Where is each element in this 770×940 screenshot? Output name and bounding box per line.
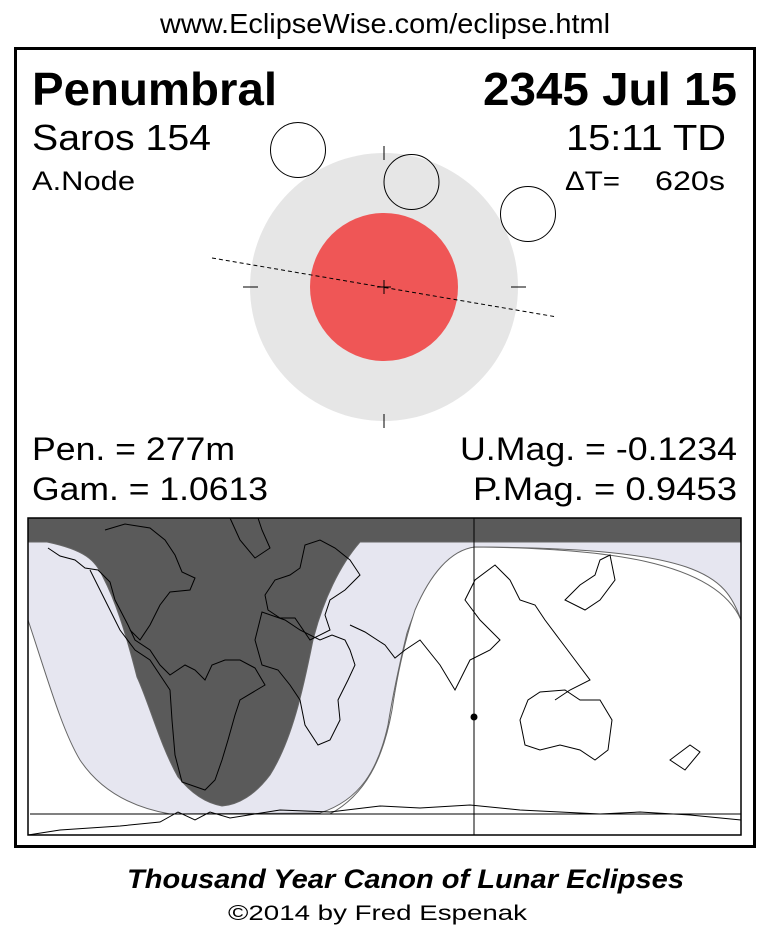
axis-ticks: [243, 146, 526, 428]
eclipse-date: 2345 Jul 15: [483, 63, 737, 115]
map-border: [27, 517, 742, 836]
delta-t-value: 620s: [655, 166, 725, 196]
copyright: ©2014 by Fred Espenak: [228, 902, 528, 925]
footer-title: Thousand Year Canon of Lunar Eclipses: [127, 864, 684, 894]
moon-greatest-eclipse: [383, 154, 440, 210]
visibility-map: [27, 517, 742, 836]
gamma: Gam. = 1.0613: [32, 471, 268, 507]
umbral-magnitude: U.Mag. = -0.1234: [460, 431, 737, 467]
saros-number: Saros 154: [32, 117, 211, 158]
moon-first-contact: [270, 122, 326, 178]
delta-t-label: ΔT=: [565, 166, 620, 196]
not-visible-zone: [329, 546, 742, 815]
penumbral-duration: Pen. = 277m: [32, 431, 235, 467]
eclipse-type: Penumbral: [32, 63, 277, 115]
sub-lunar-point-marker: [470, 713, 478, 721]
source-url: www.EclipseWise.com/eclipse.html: [159, 8, 610, 39]
shadow-diagram: [211, 122, 558, 428]
eclipse-time: 15:11 TD: [566, 117, 726, 158]
moon-last-contact: [500, 186, 556, 242]
node: A.Node: [32, 166, 135, 196]
penumbral-magnitude: P.Mag. = 0.9453: [473, 471, 737, 507]
